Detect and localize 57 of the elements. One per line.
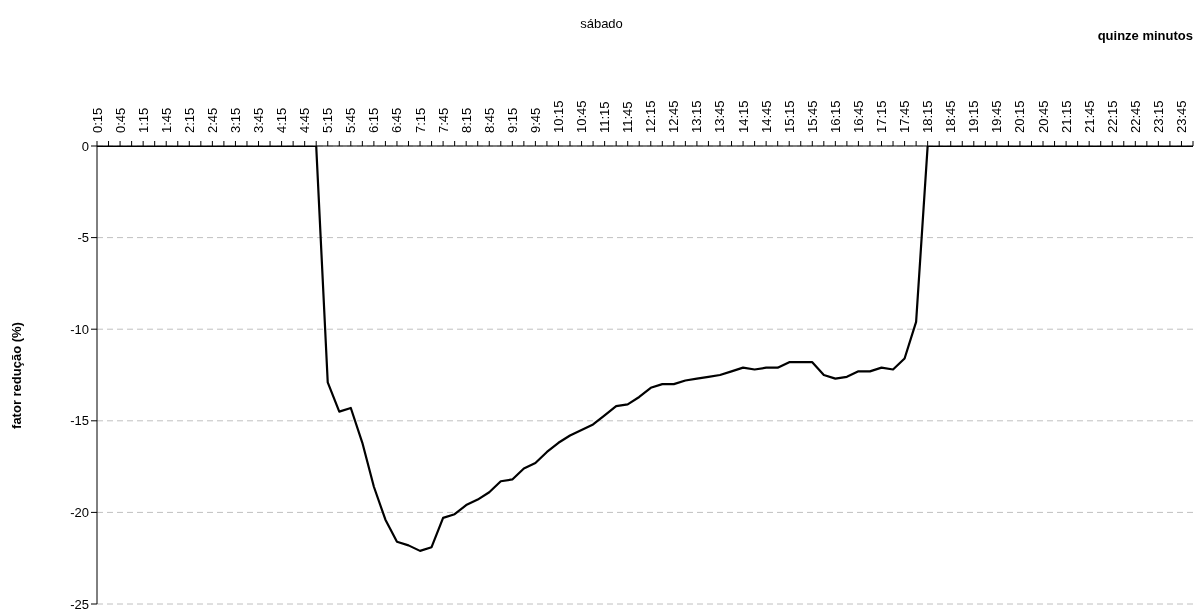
x-tick-label: 9:45 xyxy=(527,107,543,133)
x-tick-label: 11:15 xyxy=(597,101,613,133)
x-tick-label: 1:15 xyxy=(135,107,151,133)
x-tick-label: 23:45 xyxy=(1173,100,1189,133)
x-tick-label: 22:15 xyxy=(1104,100,1120,133)
x-tick-label: 19:45 xyxy=(989,100,1005,133)
x-tick-label: 20:45 xyxy=(1035,100,1051,133)
x-tick-label: 7:15 xyxy=(412,107,428,133)
x-tick-label: 12:15 xyxy=(643,100,659,133)
x-tick-label: 9:15 xyxy=(504,107,520,133)
x-tick-label: 6:15 xyxy=(366,107,382,133)
x-tick-label: 17:45 xyxy=(897,100,913,133)
x-tick-label: 16:45 xyxy=(850,100,866,133)
x-tick-label: 2:45 xyxy=(204,107,220,133)
x-tick-label: 19:15 xyxy=(966,100,982,133)
y-tick-label: -25 xyxy=(70,596,89,612)
x-tick-label: 14:45 xyxy=(758,100,774,133)
x-axis-title: quinze minutos xyxy=(1097,28,1193,43)
x-tick-label: 7:45 xyxy=(435,107,451,133)
x-tick-label: 8:15 xyxy=(458,107,474,133)
x-tick-label: 21:15 xyxy=(1058,100,1074,133)
x-tick-label: 0:15 xyxy=(89,107,105,133)
x-tick-label: 5:15 xyxy=(320,107,336,133)
x-tick-label: 13:45 xyxy=(712,100,728,133)
x-tick-label: 2:15 xyxy=(181,107,197,133)
x-tick-label: 18:45 xyxy=(943,100,959,133)
x-tick-label: 23:15 xyxy=(1150,100,1166,133)
x-tick-label: 4:45 xyxy=(297,107,313,133)
x-tick-label: 8:45 xyxy=(481,107,497,133)
x-tick-label: 3:45 xyxy=(251,107,267,133)
x-tick-label: 10:15 xyxy=(550,100,566,133)
x-tick-label: 4:15 xyxy=(274,107,290,133)
x-tick-label: 14:15 xyxy=(735,100,751,133)
x-tick-label: 11:45 xyxy=(620,101,636,133)
x-tick-label: 6:45 xyxy=(389,107,405,133)
x-tick-label: 16:15 xyxy=(827,100,843,133)
x-tick-label: 12:45 xyxy=(666,100,682,133)
x-tick-label: 15:45 xyxy=(804,100,820,133)
x-tick-label: 20:15 xyxy=(1012,100,1028,133)
y-tick-label: -15 xyxy=(70,413,89,429)
y-axis-title: fator redução (%) xyxy=(8,322,24,429)
y-tick-label: 0 xyxy=(81,138,89,154)
x-tick-label: 18:15 xyxy=(920,100,936,133)
y-tick-label: -5 xyxy=(77,230,89,246)
x-tick-label: 10:45 xyxy=(574,100,590,133)
y-tick-label: -10 xyxy=(70,321,89,337)
x-tick-label: 21:45 xyxy=(1081,100,1097,133)
x-tick-label: 0:45 xyxy=(112,107,128,133)
x-tick-label: 1:45 xyxy=(158,107,174,133)
y-tick-label: -20 xyxy=(70,505,89,521)
x-tick-label: 22:45 xyxy=(1127,100,1143,133)
x-tick-label: 13:15 xyxy=(689,100,705,133)
chart-title: sábado xyxy=(580,16,623,31)
x-tick-label: 5:45 xyxy=(343,107,359,133)
x-tick-label: 15:15 xyxy=(781,100,797,133)
x-tick-label: 3:15 xyxy=(227,107,243,133)
x-tick-label: 17:15 xyxy=(874,100,890,133)
